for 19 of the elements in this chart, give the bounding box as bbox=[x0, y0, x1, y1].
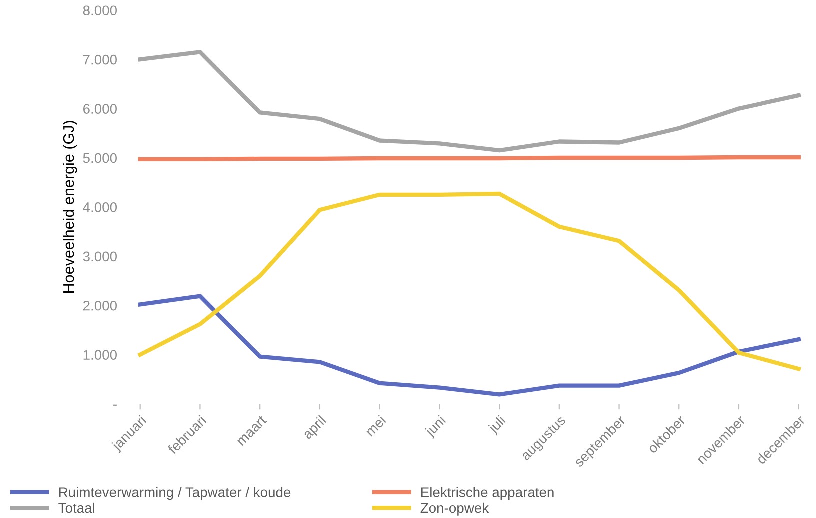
x-tick-label: juli bbox=[487, 415, 508, 436]
line-series bbox=[138, 50, 801, 153]
y-tick-label: 8.000 bbox=[83, 6, 117, 16]
legend-label: Ruimteverwarming / Tapwater / koude bbox=[59, 487, 291, 500]
legend-label: Elektrische apparaten bbox=[421, 487, 554, 500]
x-tick-label: mei bbox=[364, 415, 386, 437]
y-tick-label: 2.000 bbox=[83, 300, 117, 311]
line-series bbox=[138, 192, 801, 372]
y-tick-label: 1.000 bbox=[84, 350, 117, 360]
y-axis-title: Hoeveelheid energie (GJ) bbox=[62, 121, 78, 293]
y-tick-label: 6.000 bbox=[83, 104, 117, 114]
y-tick-label: 4.000 bbox=[83, 202, 117, 212]
legend-label: Totaal bbox=[58, 502, 94, 514]
y-tick-label: 3.000 bbox=[83, 252, 117, 262]
legend-label: Zon-opwek bbox=[420, 502, 490, 516]
line-series bbox=[138, 294, 801, 397]
y-tick-label: 5.000 bbox=[83, 153, 117, 164]
y-tick-label: - bbox=[114, 404, 117, 406]
y-tick-label: 7.000 bbox=[84, 54, 117, 65]
